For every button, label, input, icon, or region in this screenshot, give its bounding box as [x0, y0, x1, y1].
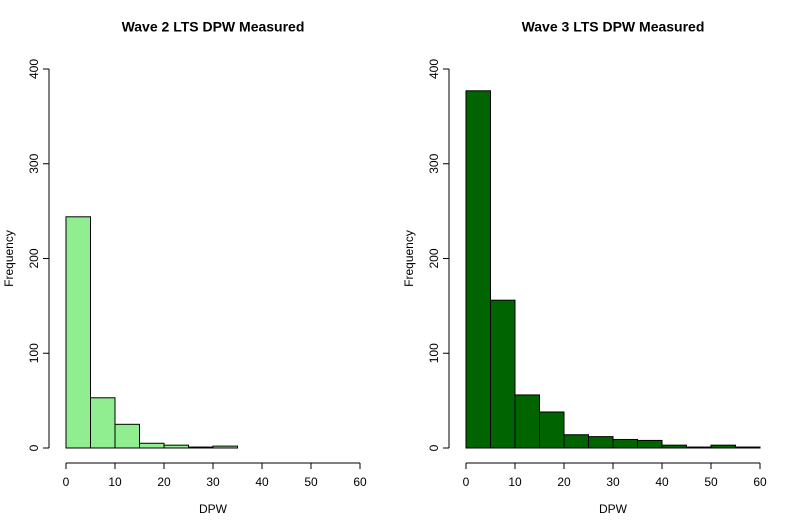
bar	[139, 442, 165, 449]
x-tick-label: 40	[255, 475, 269, 489]
y-tick-label: 200	[27, 248, 41, 268]
bar	[114, 423, 140, 449]
x-tick-label: 40	[655, 475, 669, 489]
x-tick-label: 10	[508, 475, 522, 489]
bar	[612, 438, 638, 449]
bar	[686, 446, 712, 449]
bar	[163, 444, 189, 449]
y-axis-label: Frequency	[402, 230, 416, 287]
bar	[490, 299, 516, 449]
x-axis-label: DPW	[599, 502, 628, 516]
y-tick-label: 0	[27, 444, 41, 451]
y-axis-label: Frequency	[2, 230, 16, 287]
bar	[710, 444, 736, 449]
x-tick-label: 60	[353, 475, 367, 489]
x-tick-label: 20	[557, 475, 571, 489]
x-tick-label: 50	[304, 475, 318, 489]
x-tick-label: 0	[463, 475, 470, 489]
y-tick-label: 400	[427, 59, 441, 79]
x-tick-label: 30	[206, 475, 220, 489]
x-tick-label: 30	[606, 475, 620, 489]
y-tick-label: 100	[27, 343, 41, 363]
y-tick-label: 100	[427, 343, 441, 363]
bar	[90, 397, 116, 449]
bar	[188, 446, 214, 449]
x-tick-label: 20	[157, 475, 171, 489]
bar	[735, 446, 761, 449]
bar	[65, 216, 91, 449]
y-tick-label: 300	[427, 153, 441, 173]
bar	[588, 436, 614, 449]
bar	[637, 439, 663, 449]
bar	[465, 90, 491, 449]
chart-title: Wave 3 LTS DPW Measured	[522, 19, 705, 35]
bar	[563, 434, 589, 449]
bar	[212, 445, 238, 449]
x-tick-label: 0	[63, 475, 70, 489]
x-tick-label: 60	[753, 475, 767, 489]
y-tick-label: 200	[427, 248, 441, 268]
x-tick-label: 10	[108, 475, 122, 489]
x-axis-label: DPW	[199, 502, 228, 516]
x-tick-label: 50	[704, 475, 718, 489]
y-tick-label: 0	[427, 444, 441, 451]
bar	[514, 394, 540, 449]
y-tick-label: 300	[27, 153, 41, 173]
bar	[539, 411, 565, 449]
y-tick-label: 400	[27, 59, 41, 79]
bar	[661, 444, 687, 449]
chart-title: Wave 2 LTS DPW Measured	[122, 19, 305, 35]
